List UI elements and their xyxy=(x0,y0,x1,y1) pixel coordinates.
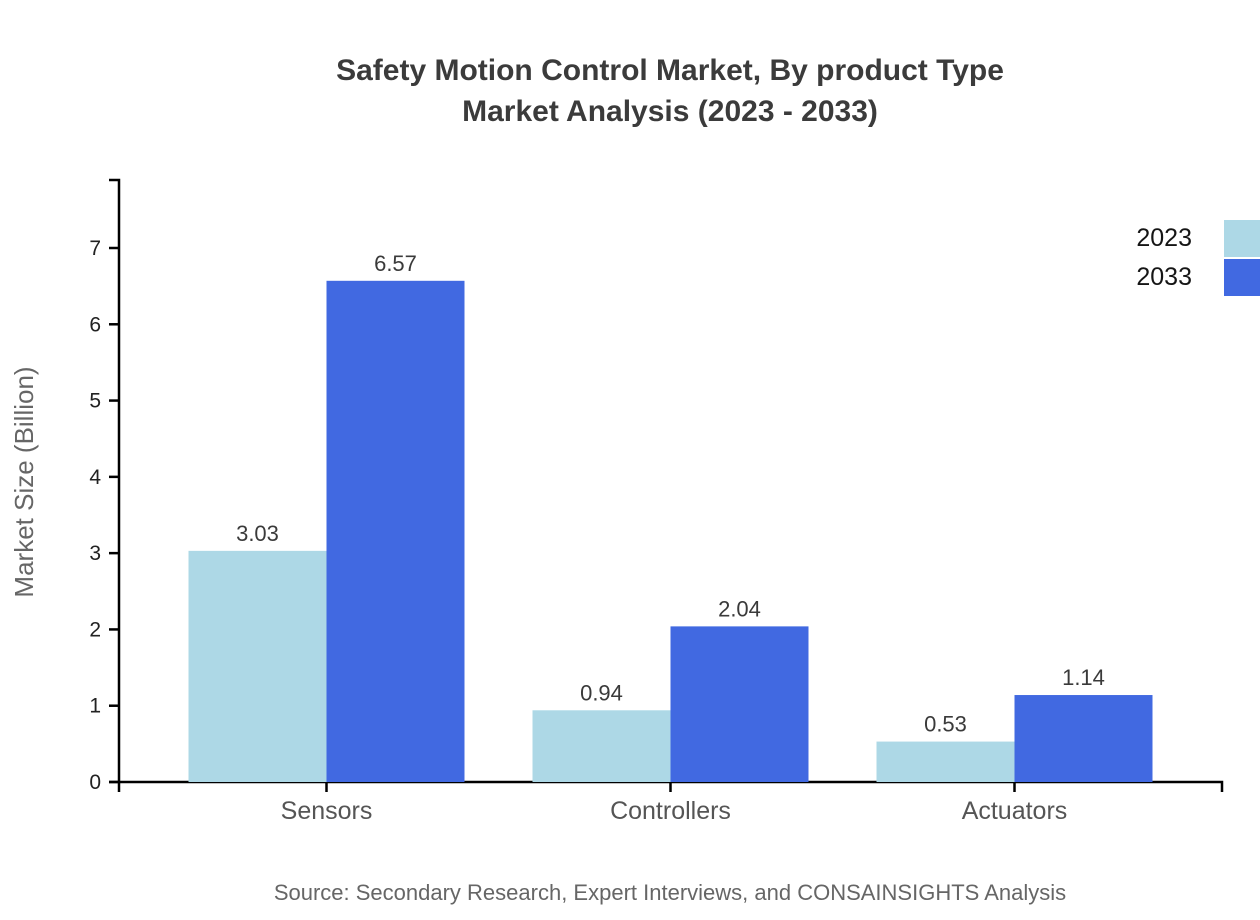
bar-value-label-2033-controllers: 2.04 xyxy=(718,596,761,621)
bar-value-label-2023-controllers: 0.94 xyxy=(580,680,623,705)
y-axis-title: Market Size (Billion) xyxy=(9,366,39,597)
y-tick-label: 7 xyxy=(89,237,101,260)
chart-legend: 2023 2033 xyxy=(1136,220,1260,298)
y-tick-label: 0 xyxy=(89,771,101,794)
bar-value-label-2033-sensors: 6.57 xyxy=(374,251,417,276)
bar-2033-actuators xyxy=(1014,695,1153,782)
y-tick-label: 3 xyxy=(89,542,101,565)
y-tick-label: 5 xyxy=(89,390,101,413)
legend-label-2023: 2023 xyxy=(1136,224,1192,252)
bar-2023-actuators xyxy=(876,741,1015,782)
bar-value-label-2023-actuators: 0.53 xyxy=(924,712,967,737)
x-category-label-sensors: Sensors xyxy=(281,797,373,825)
x-category-label-controllers: Controllers xyxy=(610,797,731,825)
bar-2033-sensors xyxy=(326,280,465,782)
bar-value-label-2023-sensors: 3.03 xyxy=(236,521,279,546)
y-tick-label: 2 xyxy=(89,618,101,641)
source-attribution: Source: Secondary Research, Expert Inter… xyxy=(273,880,1067,905)
legend-label-2033: 2033 xyxy=(1136,263,1192,291)
x-category-label-actuators: Actuators xyxy=(962,797,1068,825)
y-tick-label: 1 xyxy=(89,695,101,718)
legend-item-2023: 2023 xyxy=(1136,220,1260,257)
legend-item-2033: 2033 xyxy=(1136,259,1260,296)
bar-2023-sensors xyxy=(188,550,327,782)
bar-2023-controllers xyxy=(532,710,671,782)
bar-2033-controllers xyxy=(670,626,809,782)
legend-swatch-2023 xyxy=(1224,220,1260,257)
y-tick-label: 6 xyxy=(89,313,101,336)
y-tick-label: 4 xyxy=(89,466,101,489)
legend-swatch-2033 xyxy=(1224,259,1260,296)
chart-title-line1: Safety Motion Control Market, By product… xyxy=(336,54,1004,87)
y-axis-line xyxy=(109,178,121,784)
bar-value-label-2033-actuators: 1.14 xyxy=(1062,665,1105,690)
chart-title: Safety Motion Control Market, By product… xyxy=(80,50,1260,132)
chart-title-line2: Market Analysis (2023 - 2033) xyxy=(462,95,878,128)
